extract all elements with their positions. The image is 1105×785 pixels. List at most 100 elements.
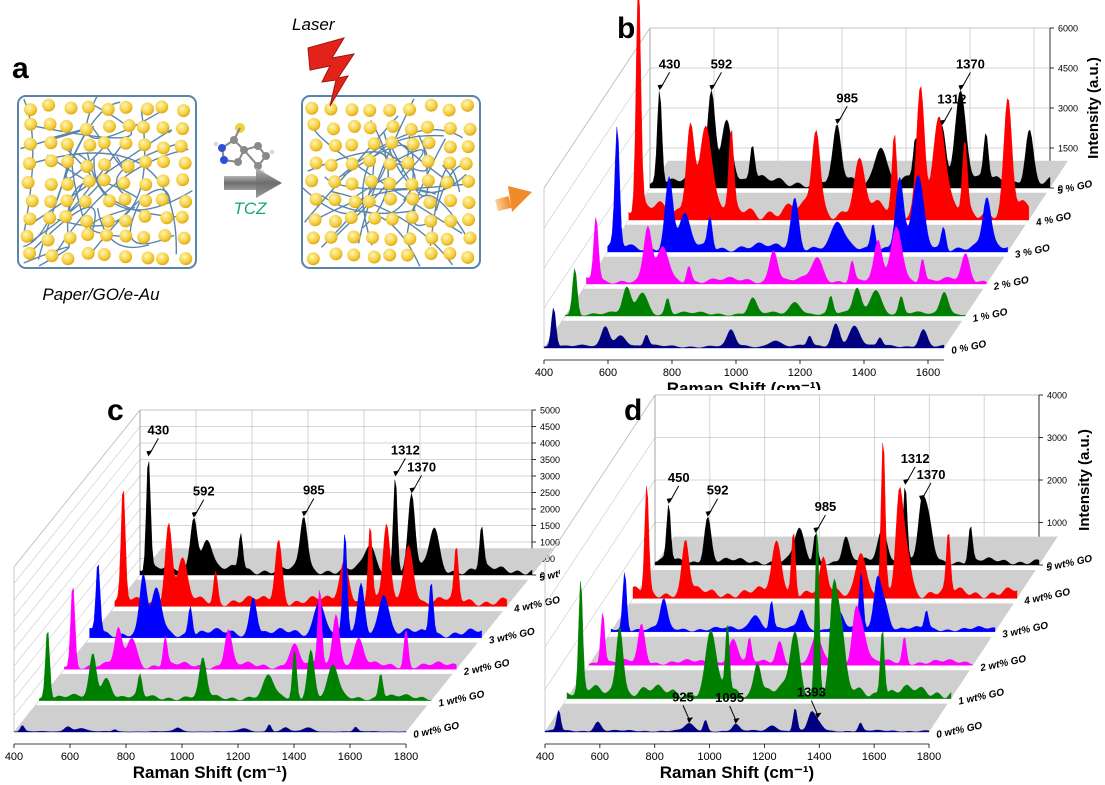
gold-nanoparticle xyxy=(364,174,378,188)
gold-nanoparticle xyxy=(367,137,381,151)
gold-nanoparticle xyxy=(347,230,361,244)
series-floor xyxy=(611,603,1014,632)
y-tick-label: 0 xyxy=(540,571,545,581)
spectrum-area xyxy=(654,488,1040,566)
gold-nanoparticle xyxy=(383,157,397,171)
y-tick-label: 4500 xyxy=(1058,64,1078,74)
gold-nanoparticle xyxy=(21,175,35,189)
y-tick-label: 4500 xyxy=(540,422,560,432)
gold-nanoparticle xyxy=(122,119,136,133)
panel-a-schematic: TCZ Laser Paper/GO/e-Au xyxy=(17,15,532,304)
x-tick-label: 1400 xyxy=(852,367,876,379)
gold-nanoparticle xyxy=(421,174,435,188)
x-tick-label: 1400 xyxy=(282,751,306,763)
y-tick-label: 5000 xyxy=(540,406,560,416)
cellulose-fiber xyxy=(304,115,399,223)
gold-nanoparticle xyxy=(102,194,116,208)
gold-nanoparticle xyxy=(444,194,458,208)
y-tick-label: 4000 xyxy=(1047,391,1067,401)
series-floor xyxy=(545,703,948,732)
x-tick-label: 600 xyxy=(591,751,609,763)
gold-nanoparticle xyxy=(345,103,359,117)
series-b-0: 5 % GO xyxy=(649,89,1094,197)
y-tick-label: 0 xyxy=(1058,184,1063,194)
gold-nanoparticle xyxy=(328,214,342,228)
gold-nanoparticle xyxy=(42,98,56,112)
peak-label: 1312 xyxy=(937,92,966,107)
gold-nanoparticle xyxy=(463,231,477,245)
gold-nanoparticle xyxy=(345,177,359,191)
peak-label: 925 xyxy=(672,689,694,704)
gold-nanoparticle xyxy=(362,195,376,209)
series-label: 2 wt% GO xyxy=(978,654,1027,675)
peak-annotation: 985 xyxy=(835,90,858,125)
gold-nanoparticle xyxy=(139,194,153,208)
gold-nanoparticle xyxy=(347,119,361,133)
spectrum-area xyxy=(632,442,1018,599)
gold-nanoparticle xyxy=(363,154,377,168)
gold-nanoparticle xyxy=(329,247,343,261)
series-label: 3 wt% GO xyxy=(488,626,536,647)
gold-nanoparticle xyxy=(363,103,377,117)
gold-nanoparticle xyxy=(405,210,419,224)
gold-nanoparticle xyxy=(424,247,438,261)
gold-nanoparticle xyxy=(309,138,323,152)
panel-letter-c: c xyxy=(107,394,124,427)
gold-nanoparticle xyxy=(442,103,456,117)
y-tick-label: 1500 xyxy=(1058,144,1078,154)
gold-nanoparticle xyxy=(324,158,338,172)
gold-nanoparticle xyxy=(23,246,37,260)
gold-nanoparticle xyxy=(118,192,132,206)
series-label: 5 wt% GO xyxy=(1045,553,1093,574)
paper-go-au-tcz-substrate xyxy=(301,95,481,269)
gold-nanoparticle xyxy=(406,137,420,151)
peak-label: 430 xyxy=(659,56,681,71)
gold-nanoparticle xyxy=(44,177,58,191)
gold-nanoparticle xyxy=(80,214,94,228)
gold-nanoparticle xyxy=(80,159,94,173)
gold-nanoparticle xyxy=(444,214,458,228)
spectrum-area xyxy=(588,605,974,666)
series-c-5: 0 wt% GO xyxy=(13,705,460,741)
gold-nanoparticle xyxy=(119,136,133,150)
gold-nanoparticle xyxy=(309,156,323,170)
gold-nanoparticle xyxy=(138,209,152,223)
panel-letter-d: d xyxy=(624,394,643,427)
gold-nanoparticle xyxy=(158,228,172,242)
gold-nanoparticle xyxy=(367,250,381,264)
tcz-label: TCZ xyxy=(233,199,267,218)
series-label: 0 wt% GO xyxy=(935,720,983,741)
x-tick-label: 1000 xyxy=(724,367,748,379)
gold-nanoparticle xyxy=(404,122,418,136)
spectrum-area xyxy=(586,217,987,285)
series-d-3: 2 wt% GO xyxy=(588,605,1027,675)
grid xyxy=(13,409,533,733)
gold-nanoparticle xyxy=(328,175,342,189)
gold-nanoparticle xyxy=(383,248,397,262)
gold-nanoparticle xyxy=(155,193,169,207)
gold-nanoparticle xyxy=(178,156,192,170)
x-axis-label: Raman Shift (cm⁻¹) xyxy=(660,763,814,782)
gold-nanoparticle xyxy=(61,252,75,266)
series-floor xyxy=(567,670,970,699)
gold-nanoparticle xyxy=(44,154,58,168)
gold-nanoparticle xyxy=(177,231,191,245)
peak-label: 430 xyxy=(148,422,170,437)
spectrum-area xyxy=(13,724,407,733)
gold-nanoparticle xyxy=(421,120,435,134)
gold-nanoparticle xyxy=(157,155,171,169)
gold-nanoparticle xyxy=(385,212,399,226)
tcz-molecule-icon xyxy=(213,123,275,175)
spectrum-area xyxy=(139,461,533,576)
gold-nanoparticle xyxy=(463,122,477,136)
gold-nanoparticle xyxy=(97,136,111,150)
x-tick-label: 1800 xyxy=(394,751,418,763)
x-tick-label: 1400 xyxy=(807,751,831,763)
cellulose-fiber xyxy=(86,152,193,211)
gold-nanoparticle xyxy=(138,138,152,152)
gold-nanoparticle xyxy=(327,122,341,136)
series-label: 2 wt% GO xyxy=(462,658,511,679)
gold-nanoparticle xyxy=(59,119,73,133)
gold-nanoparticle xyxy=(64,101,78,115)
gold-nanoparticle xyxy=(61,155,75,169)
